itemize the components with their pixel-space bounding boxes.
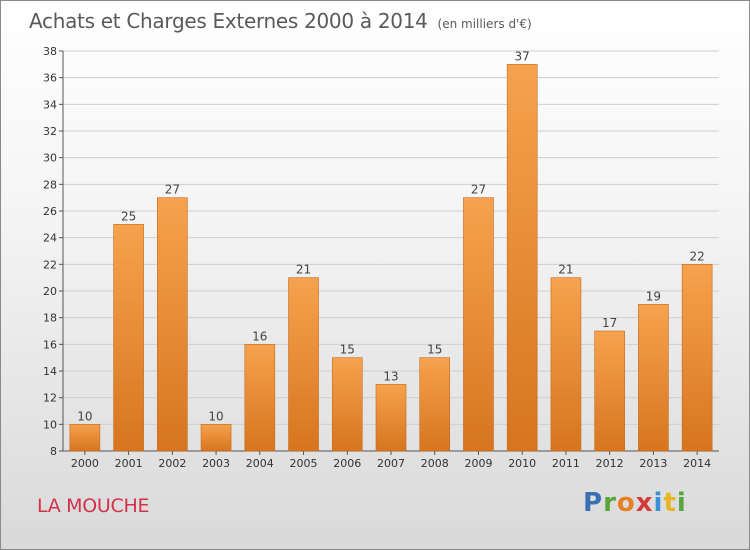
bar-value-label: 10	[77, 409, 92, 423]
bar-value-label: 37	[515, 49, 530, 63]
x-tick-label: 2011	[552, 457, 580, 470]
bar-value-label: 21	[558, 263, 573, 277]
bar-value-label: 25	[121, 209, 136, 223]
x-tick-label: 2002	[158, 457, 186, 470]
y-tick-label: 22	[43, 258, 57, 271]
proxiti-logo[interactable]: Proxiti	[583, 488, 687, 518]
logo-letter: i	[676, 488, 687, 518]
x-tick-label: 2005	[290, 457, 318, 470]
y-tick-label: 20	[43, 285, 57, 298]
y-tick-label: 18	[43, 312, 57, 325]
x-tick-label: 2006	[333, 457, 361, 470]
x-tick-label: 2014	[683, 457, 711, 470]
bar-2002[interactable]	[157, 197, 188, 452]
bars: 10 25 27 10 16 21 15 13 15 27 37 21 17 19 22	[69, 49, 713, 452]
bar-2000[interactable]	[69, 424, 101, 452]
y-tick-label: 36	[43, 72, 57, 85]
chart-unit: (en milliers d'€)	[437, 17, 532, 31]
chart-title-text: Achats et Charges Externes 2000 à 2014	[29, 9, 428, 33]
x-tick-label: 2001	[115, 457, 143, 470]
x-tick-label: 2007	[377, 457, 405, 470]
bar-value-label: 21	[296, 263, 311, 277]
logo-letter: o	[616, 488, 636, 518]
bar-value-label: 15	[340, 343, 355, 357]
bar-2004[interactable]	[244, 344, 276, 452]
y-tick-label: 30	[43, 152, 57, 165]
y-tick-label: 28	[43, 178, 57, 191]
y-tick-label: 16	[43, 338, 57, 351]
bar-value-label: 27	[471, 183, 486, 197]
y-tick-label: 26	[43, 205, 57, 218]
bar-2011[interactable]	[550, 277, 582, 452]
y-tick-label: 24	[43, 232, 57, 245]
bar-2007[interactable]	[375, 384, 407, 452]
bar-2006[interactable]	[331, 357, 363, 452]
logo-letter: i	[653, 488, 664, 518]
bar-2009[interactable]	[463, 197, 494, 452]
x-tick-label: 2004	[246, 457, 274, 470]
y-tick-label: 34	[43, 98, 57, 111]
commune-name: LA MOUCHE	[37, 495, 150, 517]
chart-title: Achats et Charges Externes 2000 à 2014 (e…	[29, 9, 532, 33]
logo-letter: P	[583, 488, 604, 518]
x-tick-label: 2009	[464, 457, 492, 470]
x-tick-label: 2000	[71, 457, 99, 470]
bar-2008[interactable]	[419, 357, 451, 452]
bar-2013[interactable]	[638, 304, 669, 452]
bar-value-label: 19	[646, 289, 661, 303]
y-tick-label: 14	[43, 365, 57, 378]
bar-2001[interactable]	[113, 224, 144, 452]
bar-value-label: 15	[427, 343, 442, 357]
bar-value-label: 10	[208, 409, 223, 423]
bar-2005[interactable]	[288, 277, 319, 452]
logo-letter: x	[635, 488, 654, 518]
bar-value-label: 17	[602, 316, 617, 330]
bar-value-label: 13	[383, 369, 398, 383]
bar-2010[interactable]	[506, 64, 538, 452]
x-tick-label: 2010	[508, 457, 536, 470]
x-axis-labels: 2000 2001 2002 2003 2004 2005 2006 2007 2008 2009…	[71, 451, 711, 470]
bar-value-label: 16	[252, 329, 267, 343]
bar-value-label: 27	[165, 183, 180, 197]
logo-letter: r	[603, 488, 617, 518]
logo-letter: t	[663, 488, 677, 518]
bar-2014[interactable]	[681, 264, 713, 452]
bar-value-label: 22	[689, 249, 704, 263]
y-tick-label: 12	[43, 392, 57, 405]
x-tick-label: 2012	[596, 457, 624, 470]
y-tick-label: 32	[43, 125, 57, 138]
x-tick-label: 2013	[639, 457, 667, 470]
y-tick-label: 38	[43, 45, 57, 58]
bar-2003[interactable]	[200, 424, 232, 452]
x-tick-label: 2008	[421, 457, 449, 470]
bar-2012[interactable]	[594, 330, 625, 452]
x-tick-label: 2003	[202, 457, 230, 470]
y-tick-label: 10	[43, 418, 57, 431]
y-tick-label: 8	[50, 445, 57, 458]
